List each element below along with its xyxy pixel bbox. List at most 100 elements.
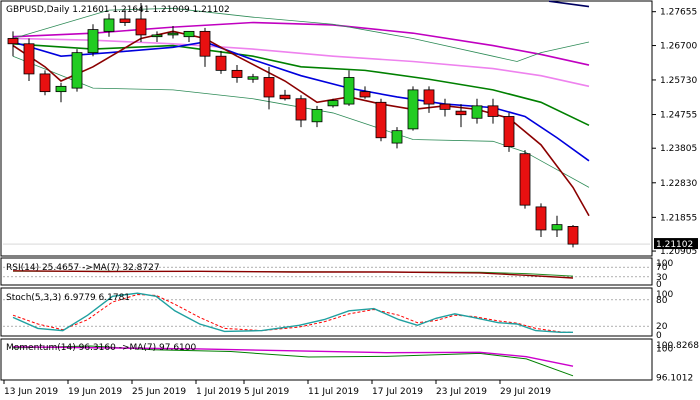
candle-body bbox=[439, 103, 451, 110]
candle-body bbox=[503, 116, 515, 148]
indicator-tick-label: 30 bbox=[656, 273, 668, 283]
bollinger-line bbox=[12, 55, 590, 188]
candle-body bbox=[535, 206, 547, 231]
momentum-panel-frame bbox=[0, 338, 653, 381]
candle bbox=[151, 31, 163, 43]
candle bbox=[231, 65, 243, 83]
candle-body bbox=[311, 108, 323, 123]
candle bbox=[7, 31, 19, 57]
candle-body bbox=[295, 98, 307, 121]
indicator-tick-label: 70 bbox=[656, 263, 668, 273]
current-price-label: 1.21102 bbox=[656, 240, 693, 250]
candle bbox=[343, 70, 355, 106]
candle-body bbox=[343, 77, 355, 105]
candle bbox=[55, 82, 67, 103]
main-line bbox=[12, 346, 574, 367]
candle-body bbox=[215, 55, 227, 71]
candle bbox=[23, 38, 35, 82]
ma-violet-line bbox=[12, 37, 590, 88]
candle bbox=[247, 73, 259, 83]
main-line bbox=[12, 292, 573, 334]
date-tick-label: 17 Jul 2019 bbox=[372, 387, 423, 397]
candle-body bbox=[247, 76, 259, 80]
candle-body bbox=[359, 91, 371, 98]
candle bbox=[503, 112, 515, 152]
price-tick-label: 1.25730 bbox=[660, 76, 697, 86]
candle-body bbox=[263, 77, 275, 98]
candle-body bbox=[455, 110, 467, 116]
indicator-tick-label: 100 bbox=[656, 345, 673, 355]
date-tick-label: 1 Jul 2019 bbox=[196, 387, 241, 397]
momentum-panel[interactable]: Momentum(14) 96.3160 ->MA(7) 97.6100 100… bbox=[0, 338, 699, 383]
candle bbox=[183, 30, 195, 43]
candle-body bbox=[87, 29, 99, 54]
signal-line bbox=[12, 294, 574, 333]
candle-body bbox=[327, 100, 339, 107]
candle bbox=[439, 98, 451, 117]
candle-body bbox=[231, 69, 243, 78]
date-tick-label: 11 Jul 2019 bbox=[308, 387, 359, 397]
candle-body bbox=[279, 94, 291, 100]
candle-body bbox=[487, 105, 499, 117]
price-axis: 1.27655 1.26700 1.25730 1.24755 1.23805 1.228… bbox=[652, 8, 697, 257]
price-tick-label: 1.23805 bbox=[660, 144, 697, 154]
candle bbox=[535, 203, 547, 238]
candle-body bbox=[423, 89, 435, 105]
candle bbox=[39, 70, 51, 96]
candle bbox=[327, 98, 339, 108]
date-tick-label: 19 Jun 2019 bbox=[68, 387, 122, 397]
indicator-tick-label: 0 bbox=[656, 280, 662, 290]
main-line bbox=[12, 270, 574, 279]
candle-body bbox=[7, 38, 19, 45]
candle-body bbox=[135, 18, 147, 36]
momentum-label: Momentum(14) 96.3160 ->MA(7) 97.6100 bbox=[6, 343, 197, 353]
price-tick-label: 1.22830 bbox=[660, 179, 697, 189]
rsi-lines bbox=[3, 266, 650, 279]
candle-body bbox=[39, 73, 51, 93]
candle bbox=[551, 215, 563, 238]
price-tick-label: 1.20905 bbox=[660, 247, 697, 257]
candle bbox=[359, 86, 371, 99]
ma-navy-line bbox=[548, 0, 590, 8]
current-price-tag-box bbox=[654, 238, 698, 250]
indicator-tick-label: 0 bbox=[656, 331, 662, 341]
candle-body bbox=[23, 43, 35, 75]
indicator-tick-label: 96.1012 bbox=[656, 373, 693, 383]
candle-body bbox=[551, 224, 563, 231]
candle bbox=[295, 95, 307, 128]
indicator-tick-label: 20 bbox=[656, 322, 668, 332]
candle-body bbox=[471, 105, 483, 119]
candle bbox=[103, 13, 115, 37]
candle bbox=[519, 150, 531, 209]
candle bbox=[167, 26, 179, 39]
indicator-tick-label: 100 bbox=[656, 290, 673, 300]
momentum-lines bbox=[12, 345, 574, 377]
candle-body bbox=[199, 30, 211, 57]
candle bbox=[487, 98, 499, 124]
candle bbox=[199, 27, 211, 67]
ma-green-line bbox=[12, 42, 590, 127]
candle bbox=[423, 86, 435, 113]
candle bbox=[135, 3, 147, 43]
date-tick-label: 13 Jun 2019 bbox=[4, 387, 58, 397]
stochastic-lines bbox=[3, 292, 650, 334]
candle bbox=[567, 224, 579, 248]
candle bbox=[391, 127, 403, 149]
current-price-tag: 1.21102 bbox=[654, 238, 698, 250]
candle bbox=[87, 24, 99, 57]
price-panel[interactable]: GBPUSD,Daily 1.21601 1.21641 1.21009 1.2… bbox=[0, 0, 698, 257]
ma-magenta-line bbox=[12, 21, 590, 66]
price-tick-label: 1.24755 bbox=[660, 111, 697, 121]
date-axis: 13 Jun 2019 19 Jun 2019 25 Jun 2019 1 Jul 2… bbox=[3, 380, 551, 397]
candle-body bbox=[71, 52, 83, 89]
stochastic-label: Stoch(5,3,3) 6.9779 6.1781 bbox=[6, 293, 130, 303]
indicator-tick-label: 100 bbox=[656, 259, 673, 269]
candle-body bbox=[167, 32, 179, 36]
candle bbox=[311, 105, 323, 128]
